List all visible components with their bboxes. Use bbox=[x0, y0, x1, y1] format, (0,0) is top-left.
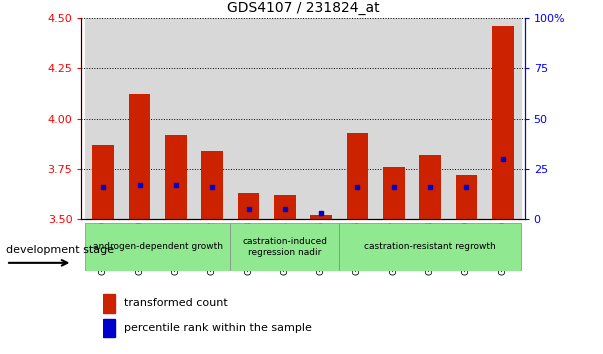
Text: development stage: development stage bbox=[6, 245, 114, 255]
Text: percentile rank within the sample: percentile rank within the sample bbox=[124, 323, 312, 333]
Bar bbox=[103, 319, 115, 337]
Bar bbox=[492, 26, 514, 219]
Bar bbox=[339, 223, 521, 271]
Text: castration-resistant regrowth: castration-resistant regrowth bbox=[364, 242, 496, 251]
Text: castration-induced
regression nadir: castration-induced regression nadir bbox=[242, 237, 327, 257]
Bar bbox=[238, 193, 259, 219]
Bar bbox=[194, 18, 230, 219]
Text: transformed count: transformed count bbox=[124, 298, 227, 308]
Title: GDS4107 / 231824_at: GDS4107 / 231824_at bbox=[227, 1, 379, 15]
Bar bbox=[201, 151, 223, 219]
Bar bbox=[383, 167, 405, 219]
Bar bbox=[103, 294, 115, 313]
Text: androgen-dependent growth: androgen-dependent growth bbox=[93, 242, 223, 251]
Bar bbox=[85, 223, 230, 271]
Bar bbox=[339, 18, 376, 219]
Bar bbox=[419, 155, 441, 219]
Bar bbox=[485, 18, 521, 219]
Bar bbox=[311, 216, 332, 219]
Bar bbox=[456, 175, 478, 219]
Bar bbox=[158, 18, 194, 219]
Bar bbox=[303, 18, 339, 219]
Bar bbox=[121, 18, 158, 219]
Bar bbox=[128, 95, 150, 219]
Bar bbox=[376, 18, 412, 219]
Bar bbox=[92, 145, 114, 219]
Bar bbox=[230, 18, 267, 219]
Bar bbox=[347, 133, 368, 219]
Bar bbox=[267, 18, 303, 219]
Bar bbox=[230, 223, 339, 271]
Bar bbox=[85, 18, 121, 219]
Bar bbox=[274, 195, 295, 219]
Bar bbox=[165, 135, 187, 219]
Bar bbox=[412, 18, 448, 219]
Bar bbox=[448, 18, 485, 219]
